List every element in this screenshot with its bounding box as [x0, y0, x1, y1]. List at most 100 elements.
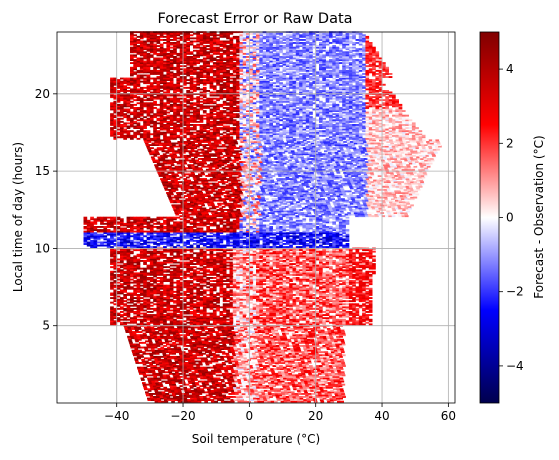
heatmap-cell: [332, 295, 336, 298]
heatmap-cell: [149, 287, 154, 290]
heatmap-cell: [272, 270, 277, 273]
heatmap-cell: [222, 280, 227, 282]
heatmap-cell: [322, 375, 327, 378]
heatmap-cell: [338, 315, 343, 318]
heatmap-cell: [333, 368, 337, 371]
heatmap-cell: [262, 304, 267, 307]
heatmap-cell: [345, 294, 350, 296]
heatmap-cell: [282, 270, 287, 273]
heatmap-cell: [187, 338, 192, 341]
heatmap-cell: [239, 303, 244, 306]
heatmap-cell: [252, 309, 257, 312]
heatmap-cell: [179, 396, 184, 398]
heatmap-cell: [192, 374, 197, 377]
heatmap-cell: [164, 337, 168, 340]
heatmap-cell: [286, 377, 291, 380]
heatmap-cell: [338, 323, 343, 326]
heatmap-cell: [272, 332, 276, 335]
heatmap-cell: [138, 349, 142, 352]
heatmap-cell: [302, 315, 307, 318]
heatmap-cell: [318, 394, 323, 397]
heatmap-cell: [329, 366, 334, 369]
heatmap-cell: [191, 393, 196, 395]
heatmap-cell: [149, 269, 154, 272]
heatmap-cell: [110, 281, 114, 284]
heatmap-cell: [334, 360, 338, 363]
heatmap-cell: [272, 284, 277, 287]
heatmap-cell: [297, 369, 301, 372]
heatmap-cell: [130, 270, 134, 273]
heatmap-cell: [335, 289, 340, 292]
heatmap-cell: [163, 284, 167, 287]
heatmap-cell: [146, 272, 151, 275]
heatmap-cell: [273, 379, 278, 381]
heatmap-cell: [199, 287, 204, 290]
heatmap-cell: [280, 338, 285, 341]
heatmap-cell: [233, 397, 237, 400]
heatmap-cell: [325, 309, 330, 312]
heatmap-cell: [222, 272, 227, 275]
heatmap-cell: [266, 320, 270, 323]
heatmap-cell: [249, 335, 254, 338]
heatmap-cell: [199, 343, 203, 346]
heatmap-cell: [284, 391, 288, 394]
heatmap-cell: [274, 349, 278, 352]
heatmap-cell: [312, 266, 317, 269]
heatmap-cell: [113, 317, 118, 320]
heatmap-cell: [342, 354, 346, 357]
heatmap-cell: [315, 352, 319, 355]
heatmap-cell: [241, 391, 245, 394]
heatmap-cell: [317, 369, 321, 372]
heatmap-cell: [338, 261, 343, 264]
heatmap-cell: [176, 290, 181, 293]
heatmap-cell: [228, 383, 233, 386]
heatmap-cell: [239, 301, 244, 304]
heatmap-cell: [230, 400, 235, 403]
heatmap-cell: [177, 348, 182, 350]
heatmap-cell: [237, 399, 241, 401]
heatmap-cell: [299, 269, 303, 272]
heatmap-cell: [147, 326, 151, 329]
heatmap-cell: [319, 273, 323, 276]
heatmap-cell: [332, 280, 336, 282]
heatmap-cell: [266, 311, 270, 313]
heatmap-cell: [231, 351, 236, 354]
heatmap-cell: [222, 264, 227, 267]
heatmap-cell: [315, 284, 320, 287]
heatmap-cell: [316, 358, 321, 361]
heatmap-cell: [337, 391, 341, 394]
heatmap-cell: [327, 362, 332, 364]
heatmap-cell: [229, 297, 234, 299]
heatmap-cell: [268, 331, 272, 333]
heatmap-cell: [216, 385, 220, 388]
heatmap-cell: [271, 341, 276, 344]
heatmap-cell: [324, 340, 328, 343]
heatmap-cell: [178, 380, 182, 383]
heatmap-cell: [200, 397, 204, 400]
heatmap-cell: [176, 397, 181, 400]
heatmap-cell: [193, 337, 198, 340]
heatmap-cell: [305, 394, 309, 397]
heatmap-cell: [168, 340, 173, 343]
heatmap-cell: [265, 374, 270, 377]
heatmap-cell: [226, 377, 231, 380]
heatmap-cell: [275, 394, 279, 397]
heatmap-cell: [352, 318, 356, 321]
heatmap-cell: [214, 371, 219, 374]
heatmap-cell: [166, 312, 171, 315]
heatmap-cell: [110, 261, 114, 264]
heatmap-cell: [120, 289, 124, 292]
heatmap-cell: [322, 311, 326, 313]
heatmap-cell: [212, 372, 216, 375]
heatmap-cell: [139, 290, 144, 293]
heatmap-cell: [236, 270, 240, 273]
heatmap-cell: [268, 382, 272, 384]
heatmap-cell: [203, 397, 207, 400]
heatmap-cell: [153, 261, 157, 264]
heatmap-cell: [295, 269, 300, 272]
heatmap-cell: [315, 289, 320, 292]
heatmap-cell: [269, 300, 273, 303]
heatmap-cell: [355, 304, 360, 307]
heatmap-cell: [342, 311, 346, 313]
heatmap-cell: [280, 388, 284, 391]
